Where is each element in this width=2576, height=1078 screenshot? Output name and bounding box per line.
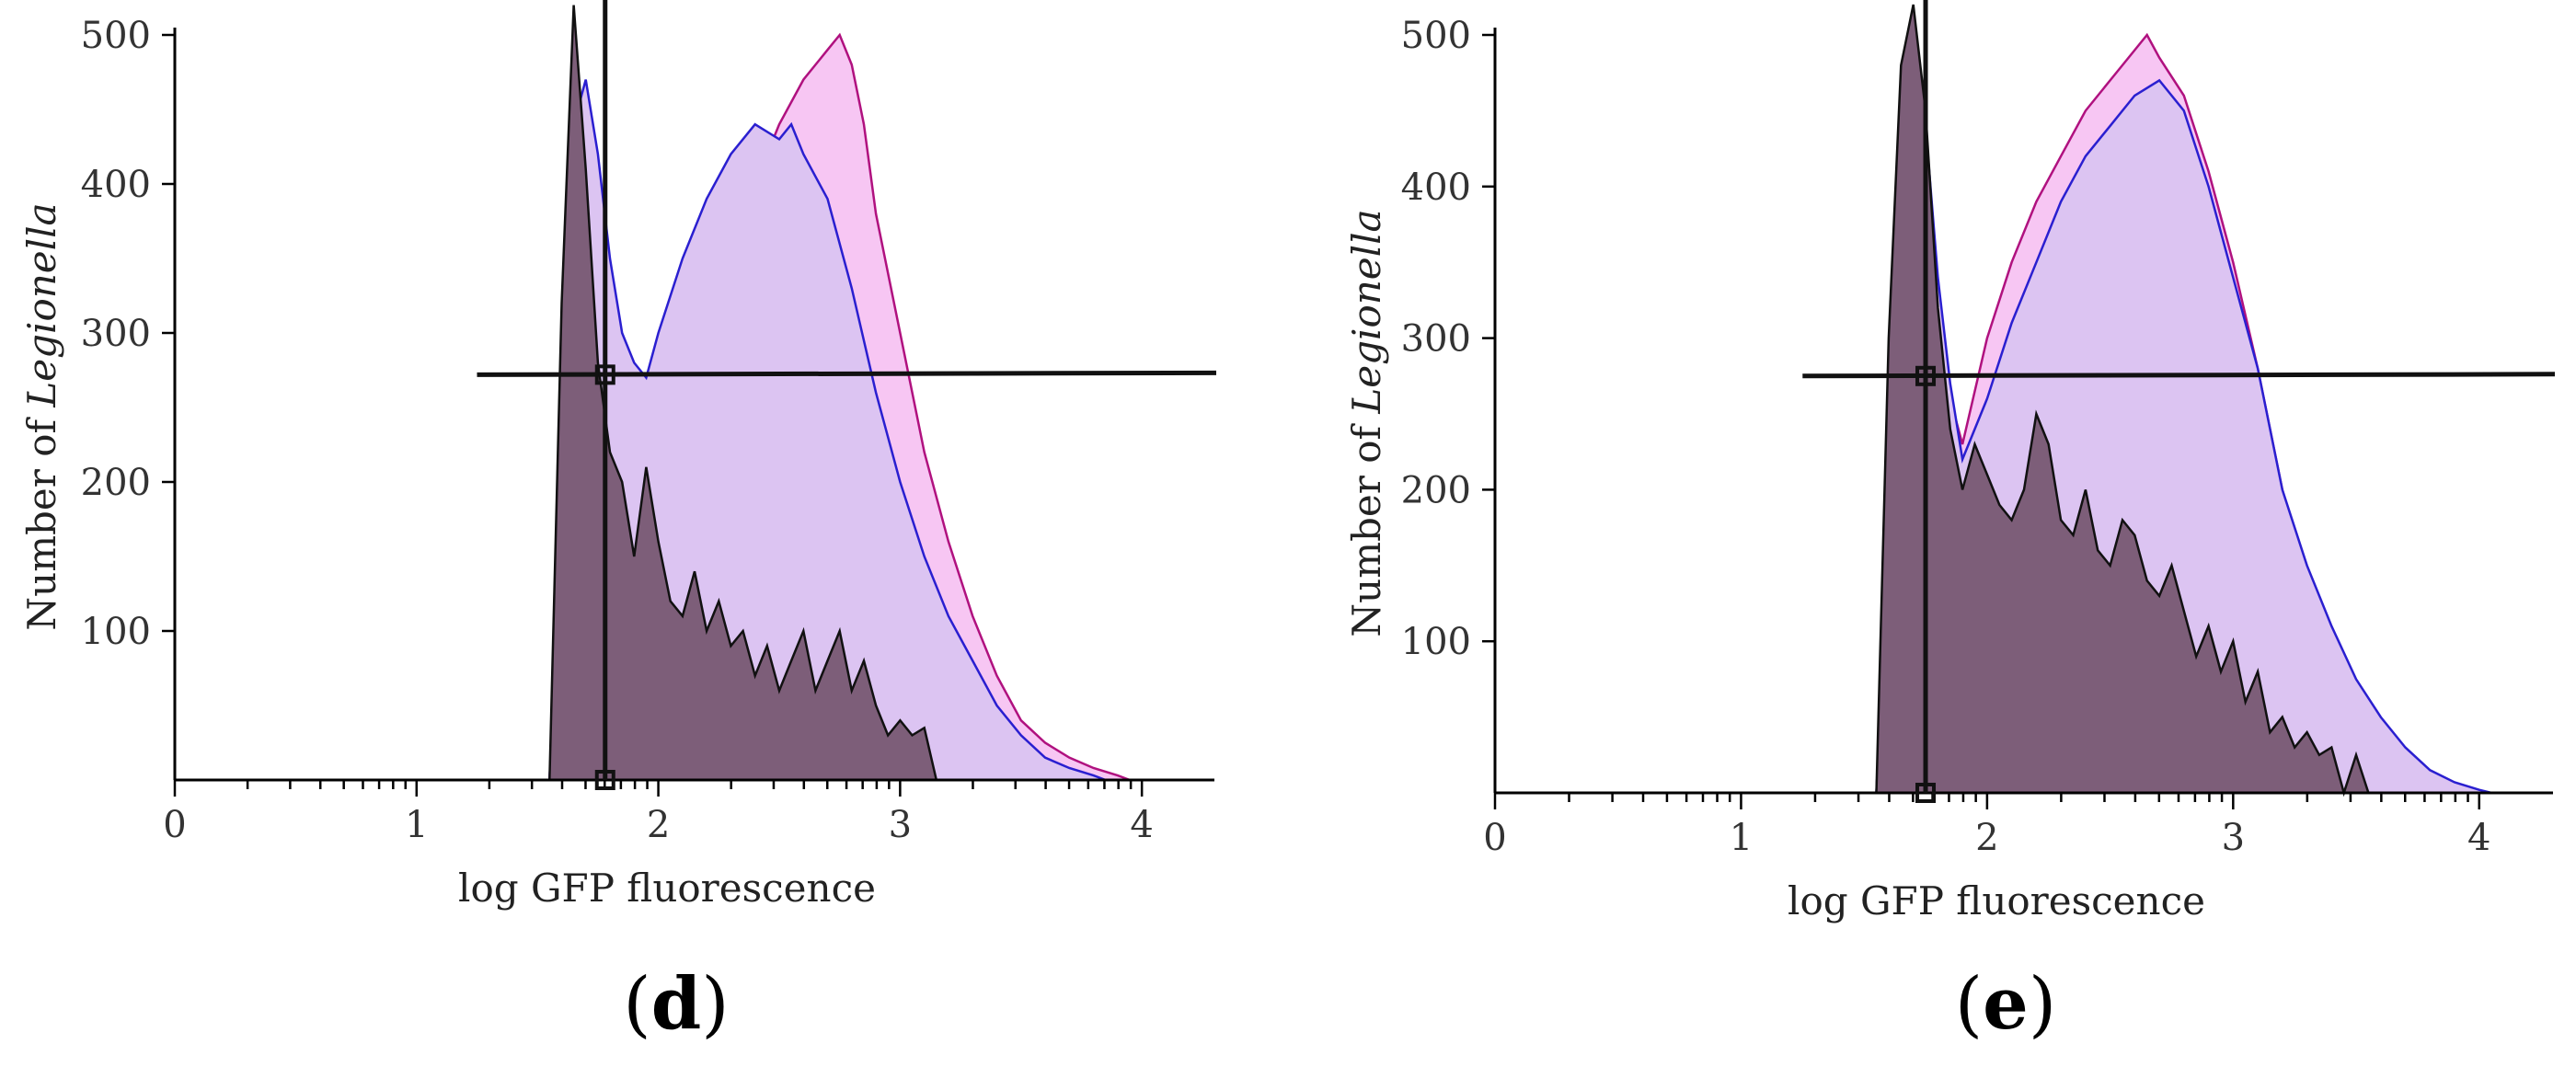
- panel-label-close-paren: ): [701, 963, 729, 1046]
- y-axis-title-italic: Legionella: [1344, 209, 1389, 414]
- x-axis-title: log GFP fluorescence: [458, 866, 876, 911]
- x-tick-label: 2: [647, 804, 670, 846]
- gate-horizontal-line: [1802, 372, 2556, 379]
- panel-label-open-paren: (: [1955, 963, 1983, 1046]
- y-axis-title: Number of Legionella: [19, 202, 64, 630]
- series-line-blue: [1875, 34, 2492, 795]
- y-tick-label: 100: [1401, 621, 1471, 663]
- series-area-black: [1876, 5, 2369, 793]
- y-tick-label: 300: [1401, 318, 1471, 361]
- panel-label: (e): [1955, 962, 2057, 1046]
- y-tick-label: 400: [1401, 166, 1471, 209]
- series-area-black: [549, 5, 937, 781]
- y-tick-label: 400: [81, 164, 151, 206]
- y-tick-label: 500: [1401, 15, 1471, 57]
- x-tick-label: 3: [2222, 817, 2245, 859]
- panel-label: (d): [623, 962, 729, 1046]
- y-tick-label: 300: [81, 313, 151, 355]
- y-tick-label: 200: [1401, 469, 1471, 511]
- x-tick-label: 1: [1730, 817, 1753, 859]
- gate-bottom-marker: [1915, 783, 1937, 803]
- gate-horizontal-line: [477, 370, 1217, 377]
- y-tick-label: 500: [81, 15, 151, 57]
- panel-label-close-paren: ): [2029, 963, 2056, 1046]
- y-tick-label: 200: [81, 462, 151, 504]
- series-line-black: [548, 5, 938, 781]
- panel-label-open-paren: (: [623, 963, 650, 1046]
- gate-center-marker: [1915, 365, 1937, 386]
- x-tick-label: 3: [889, 804, 912, 846]
- y-tick-label: 100: [81, 611, 151, 653]
- x-tick-label: 2: [1975, 817, 1998, 859]
- series-line-black: [1875, 4, 2370, 797]
- y-axis-title-prefix: Number of: [1344, 414, 1389, 637]
- y-axis-title: Number of Legionella: [1344, 209, 1389, 636]
- gate-bottom-marker: [594, 770, 615, 790]
- x-tick-label: 0: [1483, 817, 1506, 859]
- y-axis-title-prefix: Number of: [19, 407, 64, 631]
- x-tick-label: 4: [1130, 804, 1153, 846]
- panel-label-letter: e: [1983, 962, 2029, 1046]
- chart-panel-d: 100 200 300 400 500 0 1 2 3 4 log GFP fluorescence…: [19, 0, 1217, 1046]
- panel-label-letter: d: [651, 962, 702, 1046]
- series-line-blue: [548, 79, 1107, 782]
- gate-center-marker: [594, 364, 615, 385]
- x-tick-label: 4: [2467, 817, 2490, 859]
- x-tick-label: 0: [163, 804, 186, 846]
- chart-panel-e: 100 200 300 400 500 0 1 2 3 4 log GFP fluorescence…: [1344, 0, 2556, 1046]
- x-axis-title: log GFP fluorescence: [1788, 878, 2205, 923]
- x-tick-label: 1: [405, 804, 428, 846]
- y-axis-title-italic: Legionella: [19, 202, 64, 407]
